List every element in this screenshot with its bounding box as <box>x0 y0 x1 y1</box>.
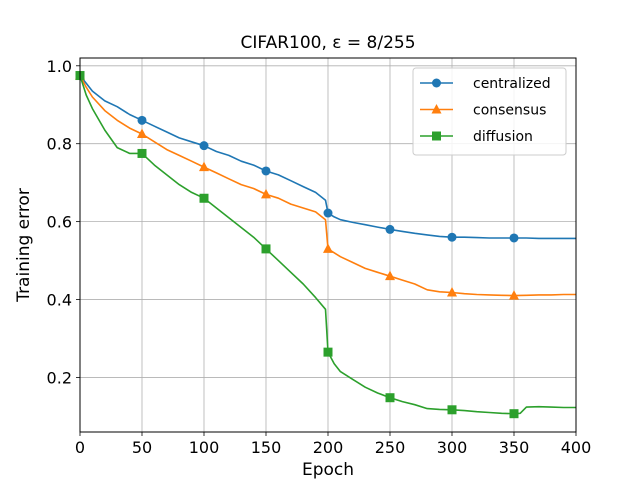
y-tick-label: 1.0 <box>47 57 72 76</box>
centralized-marker <box>199 141 209 151</box>
centralized-marker <box>323 208 333 218</box>
x-tick-label: 300 <box>437 438 468 457</box>
x-tick-label: 400 <box>561 438 592 457</box>
diffusion-marker <box>137 148 147 158</box>
consensus-marker <box>137 128 147 138</box>
diffusion-marker <box>385 393 395 403</box>
x-tick-label: 150 <box>251 438 282 457</box>
y-tick-label: 0.8 <box>47 135 72 154</box>
legend-consensus-label: consensus <box>473 103 546 119</box>
centralized-marker <box>137 115 147 125</box>
x-tick-label: 200 <box>313 438 344 457</box>
axis-ticks: 0 50 100 150 200 250 300 350 400 0.2 0.4 0.6 0.8 1.0 <box>47 57 592 457</box>
y-tick-label: 0.6 <box>47 213 72 232</box>
consensus-marker <box>385 270 395 281</box>
consensus-marker <box>323 243 333 253</box>
centralized-marker <box>385 224 395 234</box>
centralized-marker <box>509 233 519 243</box>
x-axis-label: Epoch <box>302 460 354 480</box>
diffusion-marker <box>447 405 457 415</box>
legend-centralized-marker <box>432 78 441 88</box>
centralized-marker <box>447 232 457 242</box>
x-tick-label: 50 <box>132 438 152 457</box>
legend-box <box>412 67 567 156</box>
consensus-marker <box>509 290 519 300</box>
legend-centralized-label: centralized <box>473 76 551 92</box>
consensus-line <box>79 75 576 297</box>
y-tick-label: 0.2 <box>47 368 72 387</box>
y-axis-label: Training error <box>14 188 34 303</box>
diffusion-marker <box>509 409 519 419</box>
y-tick-label: 0.4 <box>47 291 72 310</box>
consensus-marker <box>447 287 457 297</box>
centralized-marker <box>261 166 271 176</box>
x-tick-label: 250 <box>375 438 406 457</box>
legend-diffusion-label: diffusion <box>473 129 533 145</box>
legend-consensus-marker <box>431 104 442 114</box>
diffusion-marker <box>261 244 271 254</box>
series-markers <box>75 70 519 419</box>
legend-diffusion-marker <box>432 131 441 141</box>
diffusion-marker <box>323 347 333 357</box>
legend: centralized consensus diffusion <box>412 67 567 156</box>
x-tick-label: 0 <box>75 438 85 457</box>
consensus-marker <box>199 161 209 172</box>
x-tick-label: 350 <box>499 438 530 457</box>
x-tick-label: 100 <box>189 438 220 457</box>
chart-title: CIFAR100, ε = 8/255 <box>240 33 415 53</box>
consensus-marker <box>261 188 271 199</box>
centralized-line <box>79 75 576 240</box>
diffusion-marker <box>199 193 209 203</box>
